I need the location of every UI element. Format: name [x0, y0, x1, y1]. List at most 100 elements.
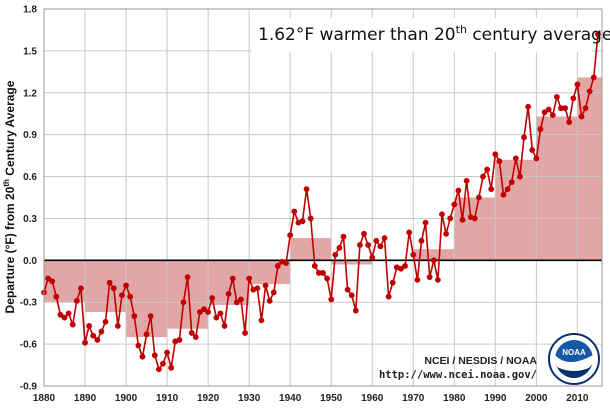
x-tick-label-1920: 1920	[197, 393, 220, 404]
point-2012	[582, 105, 589, 112]
point-1994	[508, 179, 515, 186]
point-1893	[94, 337, 101, 343]
point-1992	[500, 191, 507, 198]
logo-wave	[557, 367, 591, 378]
x-tick-label-1940: 1940	[279, 393, 302, 404]
plot-border	[43, 8, 603, 387]
x-tick-label-2010: 2010	[566, 393, 589, 404]
point-2002	[541, 109, 548, 116]
point-1881	[45, 275, 52, 282]
point-1905	[143, 331, 150, 338]
point-1983	[463, 177, 470, 184]
point-1965	[389, 279, 396, 286]
point-1910	[164, 349, 170, 356]
point-1963	[381, 235, 388, 241]
plot-frame	[43, 8, 603, 387]
credit-line-1: NCEI / NESDIS / NOAA	[424, 355, 537, 367]
point-1934	[262, 282, 269, 289]
point-2011	[578, 113, 585, 120]
point-2007	[562, 105, 568, 112]
annotation-part2: century average	[467, 25, 610, 45]
x-tick-label-1960: 1960	[361, 393, 384, 404]
point-2009	[570, 95, 577, 102]
point-1977	[439, 211, 445, 218]
point-1917	[192, 334, 199, 341]
point-1933	[258, 317, 265, 324]
y-tick-label-7: 1.2	[23, 88, 37, 99]
point-2006	[558, 105, 564, 112]
point-1901	[127, 293, 134, 300]
point-1915	[184, 274, 191, 280]
point-1961	[373, 237, 380, 244]
point-1882	[49, 278, 56, 285]
point-1956	[352, 307, 359, 314]
point-1946	[311, 263, 318, 269]
point-1985	[471, 215, 478, 222]
point-1902	[131, 313, 138, 320]
point-1921	[209, 295, 216, 301]
point-1914	[180, 299, 187, 306]
annotation-background	[252, 18, 592, 52]
point-1928	[238, 296, 244, 303]
point-1894	[98, 328, 105, 335]
point-1996	[517, 173, 523, 180]
point-1898	[114, 323, 121, 329]
y-tick-label-6: 0.9	[23, 130, 37, 141]
y-tick-label-0: -0.9	[20, 382, 38, 393]
point-1937	[274, 263, 281, 269]
point-1907	[151, 352, 158, 359]
point-1904	[139, 353, 146, 360]
point-1887	[69, 321, 76, 328]
point-1999	[529, 147, 536, 153]
point-1973	[422, 219, 429, 226]
point-1929	[242, 330, 248, 336]
point-1924	[221, 323, 228, 329]
point-1940	[287, 232, 294, 239]
point-1911	[168, 364, 175, 371]
point-1970	[410, 251, 417, 258]
point-1943	[299, 218, 306, 225]
x-tick-label-1990: 1990	[484, 393, 507, 404]
point-1960	[369, 254, 376, 261]
y-tick-label-1: -0.6	[20, 340, 38, 351]
point-1908	[155, 366, 162, 373]
point-1978	[443, 230, 449, 237]
point-1926	[229, 275, 236, 282]
y-axis-title-part2: Century Average	[3, 80, 17, 179]
point-1947	[315, 270, 322, 276]
point-1976	[434, 276, 441, 283]
decade-bar-2000	[536, 116, 578, 261]
point-1913	[176, 337, 183, 343]
point-1906	[147, 313, 154, 320]
point-1900	[123, 282, 129, 289]
y-tick-label-9: 1.8	[23, 5, 37, 16]
point-1968	[402, 263, 408, 269]
y-tick-label-4: 0.3	[23, 214, 37, 225]
x-tick-label-1910: 1910	[156, 393, 179, 404]
point-1891	[86, 323, 93, 329]
point-1932	[254, 285, 261, 292]
y-tick-label-3: 0.0	[23, 256, 37, 267]
point-1989	[488, 186, 495, 193]
point-1959	[365, 242, 372, 248]
point-1895	[102, 318, 109, 325]
point-1995	[512, 155, 519, 162]
decade-bar-1970	[413, 249, 455, 261]
x-tick-label-1930: 1930	[238, 393, 261, 404]
point-2004	[549, 112, 556, 119]
point-1920	[205, 309, 212, 315]
y-axis-title-superscript: th	[2, 179, 11, 187]
x-tick-label-1890: 1890	[74, 393, 97, 404]
point-2003	[545, 106, 552, 113]
logo-text: NOAA	[562, 348, 586, 357]
point-1991	[496, 158, 503, 165]
point-1987	[480, 173, 486, 180]
point-1988	[484, 166, 491, 173]
point-1964	[385, 293, 392, 300]
point-1889	[78, 285, 84, 292]
point-1927	[233, 299, 240, 306]
point-1935	[266, 297, 273, 304]
point-1885	[61, 314, 68, 321]
